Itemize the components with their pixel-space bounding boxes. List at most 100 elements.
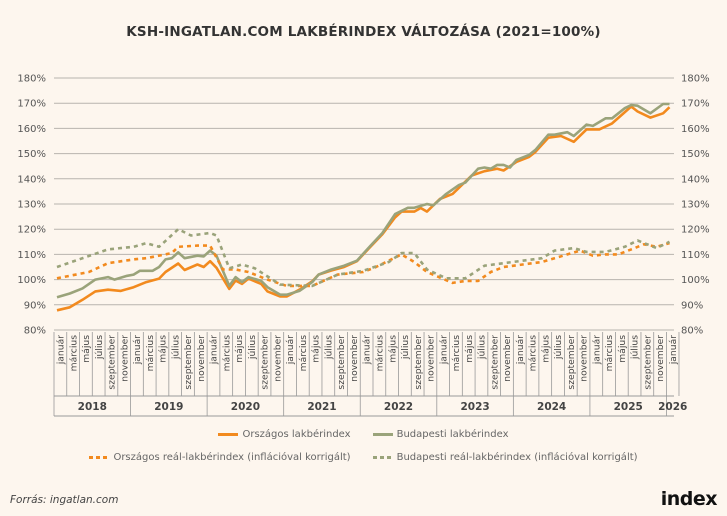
y-tick-label-right: 150% (681, 149, 710, 160)
month-label: július (630, 335, 641, 360)
y-tick-label-right: 170% (681, 99, 710, 110)
y-tick-label-left: 150% (17, 149, 46, 160)
month-label: március (221, 335, 232, 372)
month-label: november (502, 335, 513, 382)
month-label: március (528, 335, 539, 372)
series-line-2 (56, 102, 670, 299)
legend-swatch (372, 456, 393, 459)
source-note: Forrás: ingatlan.com (10, 494, 119, 506)
y-tick-label-right: 100% (681, 275, 710, 286)
y-tick-label-right: 110% (681, 250, 710, 261)
month-label: július (323, 335, 334, 360)
month-label: szeptember (107, 335, 118, 390)
month-label: július (477, 335, 488, 360)
line-chart: 80% 80% 90% 90% 100% 100% 110% 110% 120% 120% 130%… (17, 74, 710, 417)
month-label: szeptember (489, 335, 500, 390)
legend-swatch (218, 433, 239, 436)
legend-label: Budapesti lakbérindex (396, 429, 509, 440)
month-label: szeptember (413, 335, 424, 390)
y-tick-label-left: 160% (17, 124, 46, 135)
index-logo: index (660, 488, 718, 510)
legend-label: Országos reál-lakbérindex (inflációval k… (113, 452, 351, 463)
month-label: március (451, 335, 462, 372)
legend-item-budapesti: Budapesti lakbérindex (372, 429, 509, 440)
month-label: július (170, 335, 181, 360)
y-tick-label-left: 90% (24, 300, 46, 311)
series-line-3 (56, 241, 670, 288)
month-label: november (579, 335, 590, 382)
legend-item-orszagos: Országos lakbérindex (218, 429, 351, 440)
month-label: május (617, 335, 628, 363)
month-label: január (56, 335, 67, 365)
month-label: május (540, 335, 551, 363)
month-label: november (655, 335, 666, 382)
year-label: 2023 (460, 401, 489, 413)
year-label: 2024 (537, 401, 566, 413)
year-label: 2020 (231, 401, 260, 413)
month-label: november (349, 335, 360, 382)
y-tick-label-right: 80% (681, 326, 703, 337)
year-label: 2026 (658, 401, 687, 413)
month-label: május (464, 335, 475, 363)
month-label: november (272, 335, 283, 382)
year-label: 2018 (78, 401, 107, 413)
month-label: november (196, 335, 207, 382)
y-tick-label-right: 140% (681, 174, 710, 185)
y-tick-label-right: 160% (681, 124, 710, 135)
year-label: 2022 (384, 401, 413, 413)
legend-row-1: Országos lakbérindex Budapesti lakbérind… (0, 429, 727, 440)
month-label: július (400, 335, 411, 360)
y-tick-label-left: 140% (17, 174, 46, 185)
month-label: március (145, 335, 156, 372)
month-label: szeptember (260, 335, 271, 390)
month-label: január (515, 335, 526, 365)
month-label: május (234, 335, 245, 363)
month-label: január (285, 335, 296, 365)
y-tick-label-left: 110% (17, 250, 46, 261)
legend-swatch (372, 433, 393, 436)
legend-swatch (89, 456, 110, 459)
y-tick-label-right: 180% (681, 74, 710, 85)
year-label: 2025 (614, 401, 643, 413)
legend-row-2: Országos reál-lakbérindex (inflációval k… (0, 452, 727, 463)
month-label: szeptember (183, 335, 194, 390)
month-label: január (591, 335, 602, 365)
month-label: május (387, 335, 398, 363)
month-label: március (68, 335, 79, 372)
y-tick-label-left: 130% (17, 200, 46, 211)
year-label: 2021 (307, 401, 336, 413)
y-tick-label-left: 170% (17, 99, 46, 110)
month-label: január (438, 335, 449, 365)
month-label: szeptember (566, 335, 577, 390)
month-label: március (298, 335, 309, 372)
legend-label: Budapesti reál-lakbérindex (inflációval … (396, 452, 638, 463)
legend-label: Országos lakbérindex (242, 429, 351, 440)
year-label: 2019 (154, 401, 183, 413)
month-label: november (426, 335, 437, 382)
month-label: január (362, 335, 373, 365)
y-tick-label-left: 80% (24, 326, 46, 337)
y-tick-label-right: 130% (681, 200, 710, 211)
month-label: március (604, 335, 615, 372)
y-tick-label-left: 120% (17, 225, 46, 236)
month-label: március (375, 335, 386, 372)
chart-title: KSH-INGATLAN.COM LAKBÉRINDEX VÁLTOZÁSA (… (126, 24, 601, 40)
y-tick-label-right: 90% (681, 300, 703, 311)
month-label: szeptember (336, 335, 347, 390)
month-label: július (247, 335, 258, 360)
month-label: január (668, 335, 679, 365)
month-label: január (132, 335, 143, 365)
y-tick-label-left: 180% (17, 74, 46, 85)
month-label: május (81, 335, 92, 363)
series-line-4 (56, 227, 671, 288)
month-label: július (553, 335, 564, 360)
month-label: július (94, 335, 105, 360)
month-label: január (209, 335, 220, 365)
month-label: május (158, 335, 169, 363)
legend-item-orszagos-real: Országos reál-lakbérindex (inflációval k… (89, 452, 351, 463)
month-label: szeptember (642, 335, 653, 390)
y-tick-label-left: 100% (17, 275, 46, 286)
month-label: november (119, 335, 130, 382)
y-tick-label-right: 120% (681, 225, 710, 236)
legend-item-budapesti-real: Budapesti reál-lakbérindex (inflációval … (372, 452, 638, 463)
